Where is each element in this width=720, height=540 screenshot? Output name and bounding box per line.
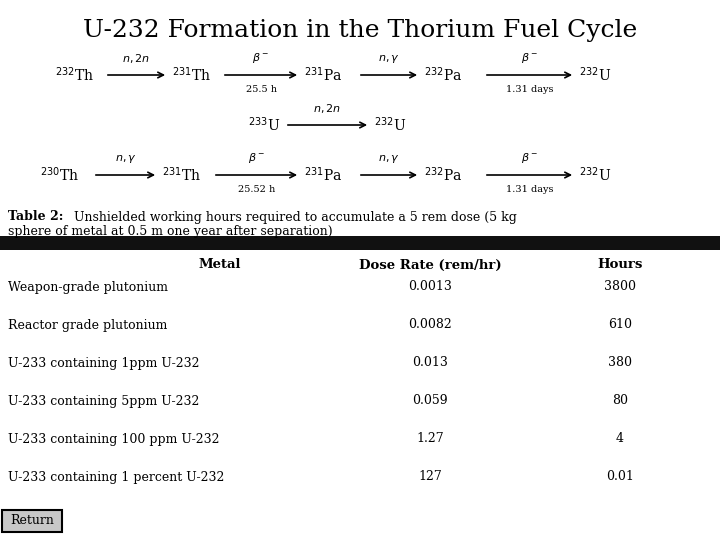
Text: $\beta^-$: $\beta^-$ (253, 51, 269, 65)
Text: 1.27: 1.27 (416, 433, 444, 446)
Text: Table 2:: Table 2: (8, 211, 63, 224)
Text: $^{231}$Th: $^{231}$Th (172, 66, 211, 84)
Text: $\beta^-$: $\beta^-$ (521, 151, 538, 165)
Text: $n, \gamma$: $n, \gamma$ (114, 153, 136, 165)
Text: Metal: Metal (199, 259, 241, 272)
Text: $^{232}$U: $^{232}$U (579, 66, 611, 84)
Text: 0.059: 0.059 (412, 395, 448, 408)
Text: $^{233}$U: $^{233}$U (248, 116, 280, 134)
Text: 25.52 h: 25.52 h (238, 185, 275, 194)
Text: Hours: Hours (598, 259, 643, 272)
Text: 0.01: 0.01 (606, 470, 634, 483)
Text: 1.31 days: 1.31 days (505, 85, 553, 94)
Text: U-233 containing 1 percent U-232: U-233 containing 1 percent U-232 (8, 470, 225, 483)
Text: 4: 4 (616, 433, 624, 446)
Text: $n, 2n$: $n, 2n$ (122, 52, 150, 65)
Text: $^{230}$Th: $^{230}$Th (40, 166, 79, 184)
Text: Dose Rate (rem/hr): Dose Rate (rem/hr) (359, 259, 501, 272)
Text: Weapon-grade plutonium: Weapon-grade plutonium (8, 280, 168, 294)
Text: $^{231}$Pa: $^{231}$Pa (304, 66, 343, 84)
Text: $\beta^-$: $\beta^-$ (521, 51, 538, 65)
Text: $^{232}$U: $^{232}$U (374, 116, 406, 134)
Text: $^{232}$Pa: $^{232}$Pa (424, 66, 462, 84)
Text: 0.013: 0.013 (412, 356, 448, 369)
Text: sphere of metal at 0.5 m one year after separation): sphere of metal at 0.5 m one year after … (8, 226, 333, 239)
Text: 1.31 days: 1.31 days (505, 185, 553, 194)
Text: $\beta^-$: $\beta^-$ (248, 151, 265, 165)
Text: 0.0082: 0.0082 (408, 319, 452, 332)
Text: U-233 containing 5ppm U-232: U-233 containing 5ppm U-232 (8, 395, 199, 408)
Text: 80: 80 (612, 395, 628, 408)
Text: 25.5 h: 25.5 h (246, 85, 276, 94)
Text: Reactor grade plutonium: Reactor grade plutonium (8, 319, 167, 332)
Bar (0, 236, 720, 250)
Text: $n, \gamma$: $n, \gamma$ (378, 53, 400, 65)
Text: 0.0013: 0.0013 (408, 280, 452, 294)
Text: $n, \gamma$: $n, \gamma$ (378, 153, 400, 165)
Text: U-233 containing 1ppm U-232: U-233 containing 1ppm U-232 (8, 356, 199, 369)
Text: $^{232}$Th: $^{232}$Th (55, 66, 94, 84)
Text: U-233 containing 100 ppm U-232: U-233 containing 100 ppm U-232 (8, 433, 220, 446)
Text: Return: Return (10, 515, 54, 528)
Text: $^{232}$Pa: $^{232}$Pa (424, 166, 462, 184)
Text: Unshielded working hours required to accumulate a 5 rem dose (5 kg: Unshielded working hours required to acc… (70, 211, 517, 224)
Text: $^{232}$U: $^{232}$U (579, 166, 611, 184)
Text: 3800: 3800 (604, 280, 636, 294)
Text: 610: 610 (608, 319, 632, 332)
FancyBboxPatch shape (2, 510, 62, 532)
Text: 380: 380 (608, 356, 632, 369)
Text: $n, 2n$: $n, 2n$ (313, 102, 341, 115)
Text: $^{231}$Pa: $^{231}$Pa (304, 166, 343, 184)
Text: U-232 Formation in the Thorium Fuel Cycle: U-232 Formation in the Thorium Fuel Cycl… (83, 18, 637, 42)
Text: 127: 127 (418, 470, 442, 483)
Text: $^{231}$Th: $^{231}$Th (162, 166, 201, 184)
